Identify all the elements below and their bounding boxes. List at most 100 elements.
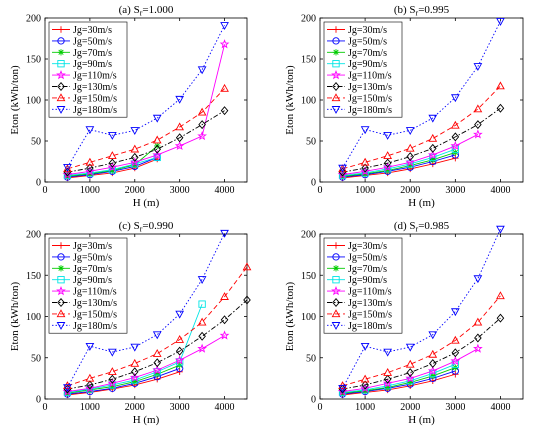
x-tick-label: 3000 <box>445 402 465 413</box>
legend-entry: Jg=180m/s <box>348 105 392 116</box>
y-axis-label: Eton (kWh/ton) <box>284 65 296 135</box>
legend-entry: Jg=130m/s <box>73 82 117 93</box>
data-point <box>406 152 415 162</box>
legend-marker <box>57 60 65 68</box>
legend-entry: Jg=180m/s <box>348 321 392 332</box>
data-point <box>429 153 437 162</box>
y-tick-label: 150 <box>26 271 41 282</box>
data-point <box>220 315 229 325</box>
series-line <box>67 110 225 173</box>
legend-entry: Jg=30m/s <box>73 241 112 252</box>
series-5 <box>62 39 230 179</box>
data-point <box>428 331 438 340</box>
data-point <box>407 162 414 169</box>
data-point <box>197 130 207 141</box>
data-point <box>153 358 162 368</box>
legend-marker <box>331 322 341 330</box>
data-point <box>360 342 370 351</box>
data-point <box>384 167 391 174</box>
y-tick-label: 100 <box>301 96 316 107</box>
data-point <box>361 387 369 394</box>
series-7 <box>63 262 252 390</box>
x-tick-label: 3000 <box>445 185 465 196</box>
chart-panel-4: 0 1000 2000 3000 4000 0 50 100 150 200 (d) Sr=0.98… <box>284 220 524 426</box>
data-point <box>383 132 393 140</box>
y-tick-label: 150 <box>301 55 316 66</box>
legend-marker <box>56 70 66 80</box>
data-point <box>473 104 483 113</box>
legend-marker <box>56 93 66 102</box>
series-line <box>342 317 501 390</box>
legend-marker <box>332 276 340 284</box>
x-tick-label: 0 <box>318 185 323 196</box>
data-point <box>405 359 415 368</box>
data-point <box>474 120 482 130</box>
legend-entry: Jg=50m/s <box>348 36 387 47</box>
series-line <box>342 373 456 396</box>
series-line <box>67 364 180 394</box>
data-point <box>473 129 483 139</box>
x-tick-label: 4000 <box>490 402 510 413</box>
legend-marker <box>331 93 341 102</box>
data-point <box>197 107 207 116</box>
data-point <box>496 313 505 323</box>
series-line <box>342 107 501 173</box>
chart-panel-2: 0 1000 2000 3000 4000 0 50 100 150 200 (b) Sr=0.99… <box>284 4 524 209</box>
legend-entry: Jg=150m/s <box>73 309 117 320</box>
series-6 <box>63 106 229 177</box>
data-point <box>107 378 118 388</box>
data-point <box>63 171 72 180</box>
legend-marker <box>332 265 340 272</box>
data-point <box>85 383 95 393</box>
data-point <box>406 377 414 385</box>
series-line <box>67 371 180 396</box>
x-tick-label: 0 <box>318 402 323 413</box>
data-point <box>361 163 369 173</box>
legend-entry: Jg=150m/s <box>348 309 392 320</box>
data-point <box>383 158 392 168</box>
x-tick-label: 2000 <box>125 185 145 196</box>
data-point <box>473 343 483 353</box>
data-point <box>428 143 437 153</box>
data-point <box>130 127 140 135</box>
data-point <box>384 165 392 173</box>
y-tick-label: 200 <box>301 14 316 25</box>
legend-entry: Jg=130m/s <box>348 82 392 93</box>
data-point <box>382 378 393 388</box>
data-point <box>473 275 483 284</box>
legend-entry: Jg=110m/s <box>73 287 117 298</box>
data-point <box>360 157 370 166</box>
x-tick-label: 1000 <box>355 402 375 413</box>
y-tick-label: 100 <box>26 96 41 107</box>
data-point <box>63 167 72 177</box>
data-point <box>85 157 95 166</box>
data-point <box>153 144 162 154</box>
data-point <box>130 144 140 153</box>
series-line <box>67 299 248 390</box>
data-point <box>220 229 229 238</box>
data-point <box>85 126 95 135</box>
legend: Jg=30m/sJg=50m/sJg=70m/sJg=90m/sJg=110m/… <box>48 237 128 334</box>
series-line <box>342 370 456 395</box>
data-point <box>451 132 460 142</box>
series-2 <box>63 364 184 398</box>
data-point <box>473 317 483 326</box>
chart-title: (c) Sr=0.990 <box>119 220 174 234</box>
data-point <box>131 376 139 384</box>
legend-entry: Jg=90m/s <box>348 275 387 286</box>
data-point <box>428 359 437 369</box>
legend-entry: Jg=180m/s <box>73 105 117 116</box>
data-point <box>496 225 505 234</box>
data-point <box>109 167 116 174</box>
legend-entry: Jg=30m/s <box>348 241 387 252</box>
data-point <box>154 371 161 378</box>
data-point <box>450 140 461 151</box>
data-point <box>152 348 162 357</box>
data-point <box>219 39 230 49</box>
x-tick-label: 1000 <box>80 402 100 413</box>
x-tick-label: 0 <box>43 402 48 413</box>
legend-marker <box>57 37 65 45</box>
data-point <box>63 388 72 397</box>
legend-marker <box>57 26 65 33</box>
legend-marker <box>332 49 340 56</box>
